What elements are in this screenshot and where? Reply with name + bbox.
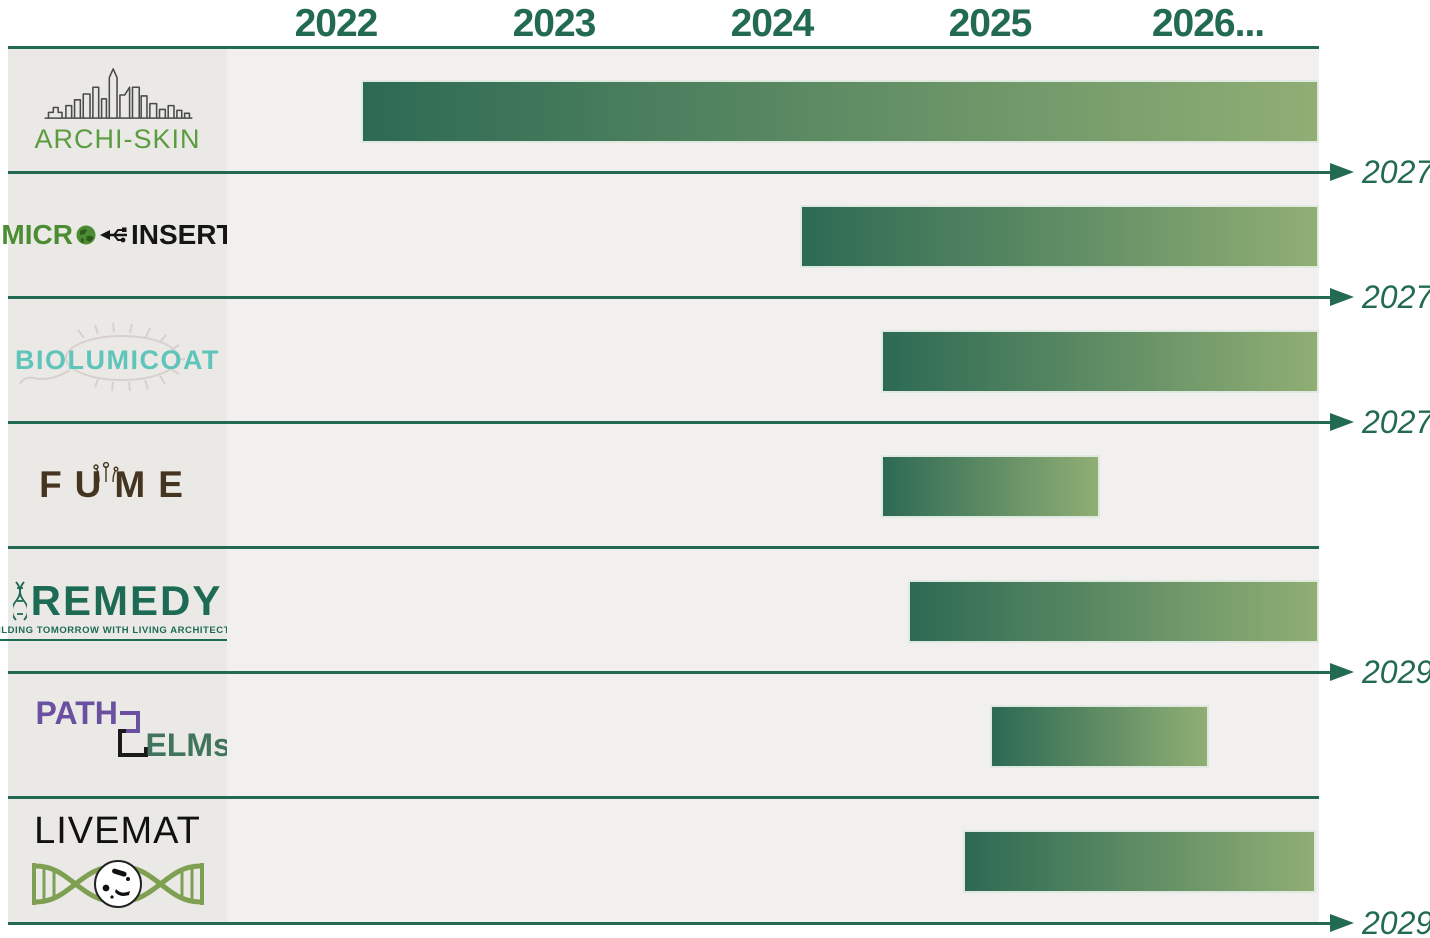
archi-skin-logo: ARCHI-SKIN xyxy=(8,49,227,171)
project-row-remedy: REMEDY BUILDING TOMORROW WITH LIVING ARC… xyxy=(0,549,1319,671)
bacteria-outline-icon xyxy=(18,322,185,392)
micro-label: MICR xyxy=(1,219,73,250)
sprout-icon xyxy=(93,462,119,483)
path2celms-logo: PATH ELMs xyxy=(8,674,231,796)
timeline-bar-micro-insert xyxy=(800,205,1319,268)
project-row-micro-insert: MICR INSERT xyxy=(1,174,1319,296)
end-year-archi-skin: 2027 xyxy=(1362,154,1430,190)
arrowhead-icon xyxy=(1330,413,1354,431)
dna-helix-microbes-icon xyxy=(31,860,204,908)
timeline-bar-livemat xyxy=(963,830,1316,893)
timeline-bar-path2celms xyxy=(990,705,1209,768)
elms-label: ELMs xyxy=(145,727,231,763)
remedy-label: REMEDY xyxy=(30,576,223,624)
fume-plot-area xyxy=(227,424,1319,546)
project-row-path2celms: PATH ELMs xyxy=(8,674,1319,796)
divider-path2celms xyxy=(8,796,1319,799)
arrowhead-icon xyxy=(1330,163,1354,181)
project-row-livemat: LIVEMAT xyxy=(8,799,1319,922)
path-label: PATH xyxy=(35,695,118,731)
fume-label: FUME xyxy=(39,464,196,505)
project-row-biolumicoat: BIOLUMICOAT xyxy=(8,299,1319,421)
end-year-biolumicoat: 2027 xyxy=(1362,404,1430,440)
bracket-connector-icon xyxy=(117,711,148,757)
year-tick-2025: 2025 xyxy=(948,2,1033,45)
city-skyline-icon xyxy=(44,67,192,119)
arrowhead-icon xyxy=(1330,663,1354,681)
project-row-fume: FUME xyxy=(8,424,1319,546)
dna-strand-icon xyxy=(12,580,27,621)
remedy-tagline: BUILDING TOMORROW WITH LIVING ARCHITECTU… xyxy=(0,625,252,641)
year-tick-2026: 2026... xyxy=(1151,2,1265,45)
fume-logo: FUME xyxy=(8,424,227,546)
year-tick-2022: 2022 xyxy=(294,2,379,45)
end-year-remedy: 2029 xyxy=(1362,654,1430,690)
livemat-label: LIVEMAT xyxy=(34,810,201,852)
livemat-logo: LIVEMAT xyxy=(8,799,227,922)
end-year-micro-insert: 2027 xyxy=(1362,279,1430,315)
end-year-livemat: 2029 xyxy=(1362,905,1430,938)
arrowhead-icon xyxy=(1330,914,1354,932)
insert-label: INSERT xyxy=(130,219,234,250)
arrowhead-icon xyxy=(1330,288,1354,306)
usb-connector-icon xyxy=(99,227,127,243)
project-row-archi-skin: ARCHI-SKIN xyxy=(8,49,1319,171)
biolumicoat-logo: BIOLUMICOAT xyxy=(8,299,227,421)
biolumicoat-label: BIOLUMICOAT xyxy=(15,344,220,375)
timeline-bar-archi-skin xyxy=(361,80,1319,143)
year-tick-2023: 2023 xyxy=(512,2,597,45)
timeline-bar-remedy xyxy=(908,580,1319,643)
timeline-bar-fume xyxy=(881,455,1100,518)
axis-line-top xyxy=(8,46,1319,49)
globe-icon xyxy=(76,225,96,245)
remedy-logo: REMEDY BUILDING TOMORROW WITH LIVING ARC… xyxy=(0,549,252,671)
divider-fume xyxy=(8,546,1319,549)
micro-insert-logo: MICR INSERT xyxy=(1,174,234,296)
timeline-bar-biolumicoat xyxy=(881,330,1319,393)
archi-skin-label: ARCHI-SKIN xyxy=(34,123,201,154)
year-tick-2024: 2024 xyxy=(730,2,815,45)
